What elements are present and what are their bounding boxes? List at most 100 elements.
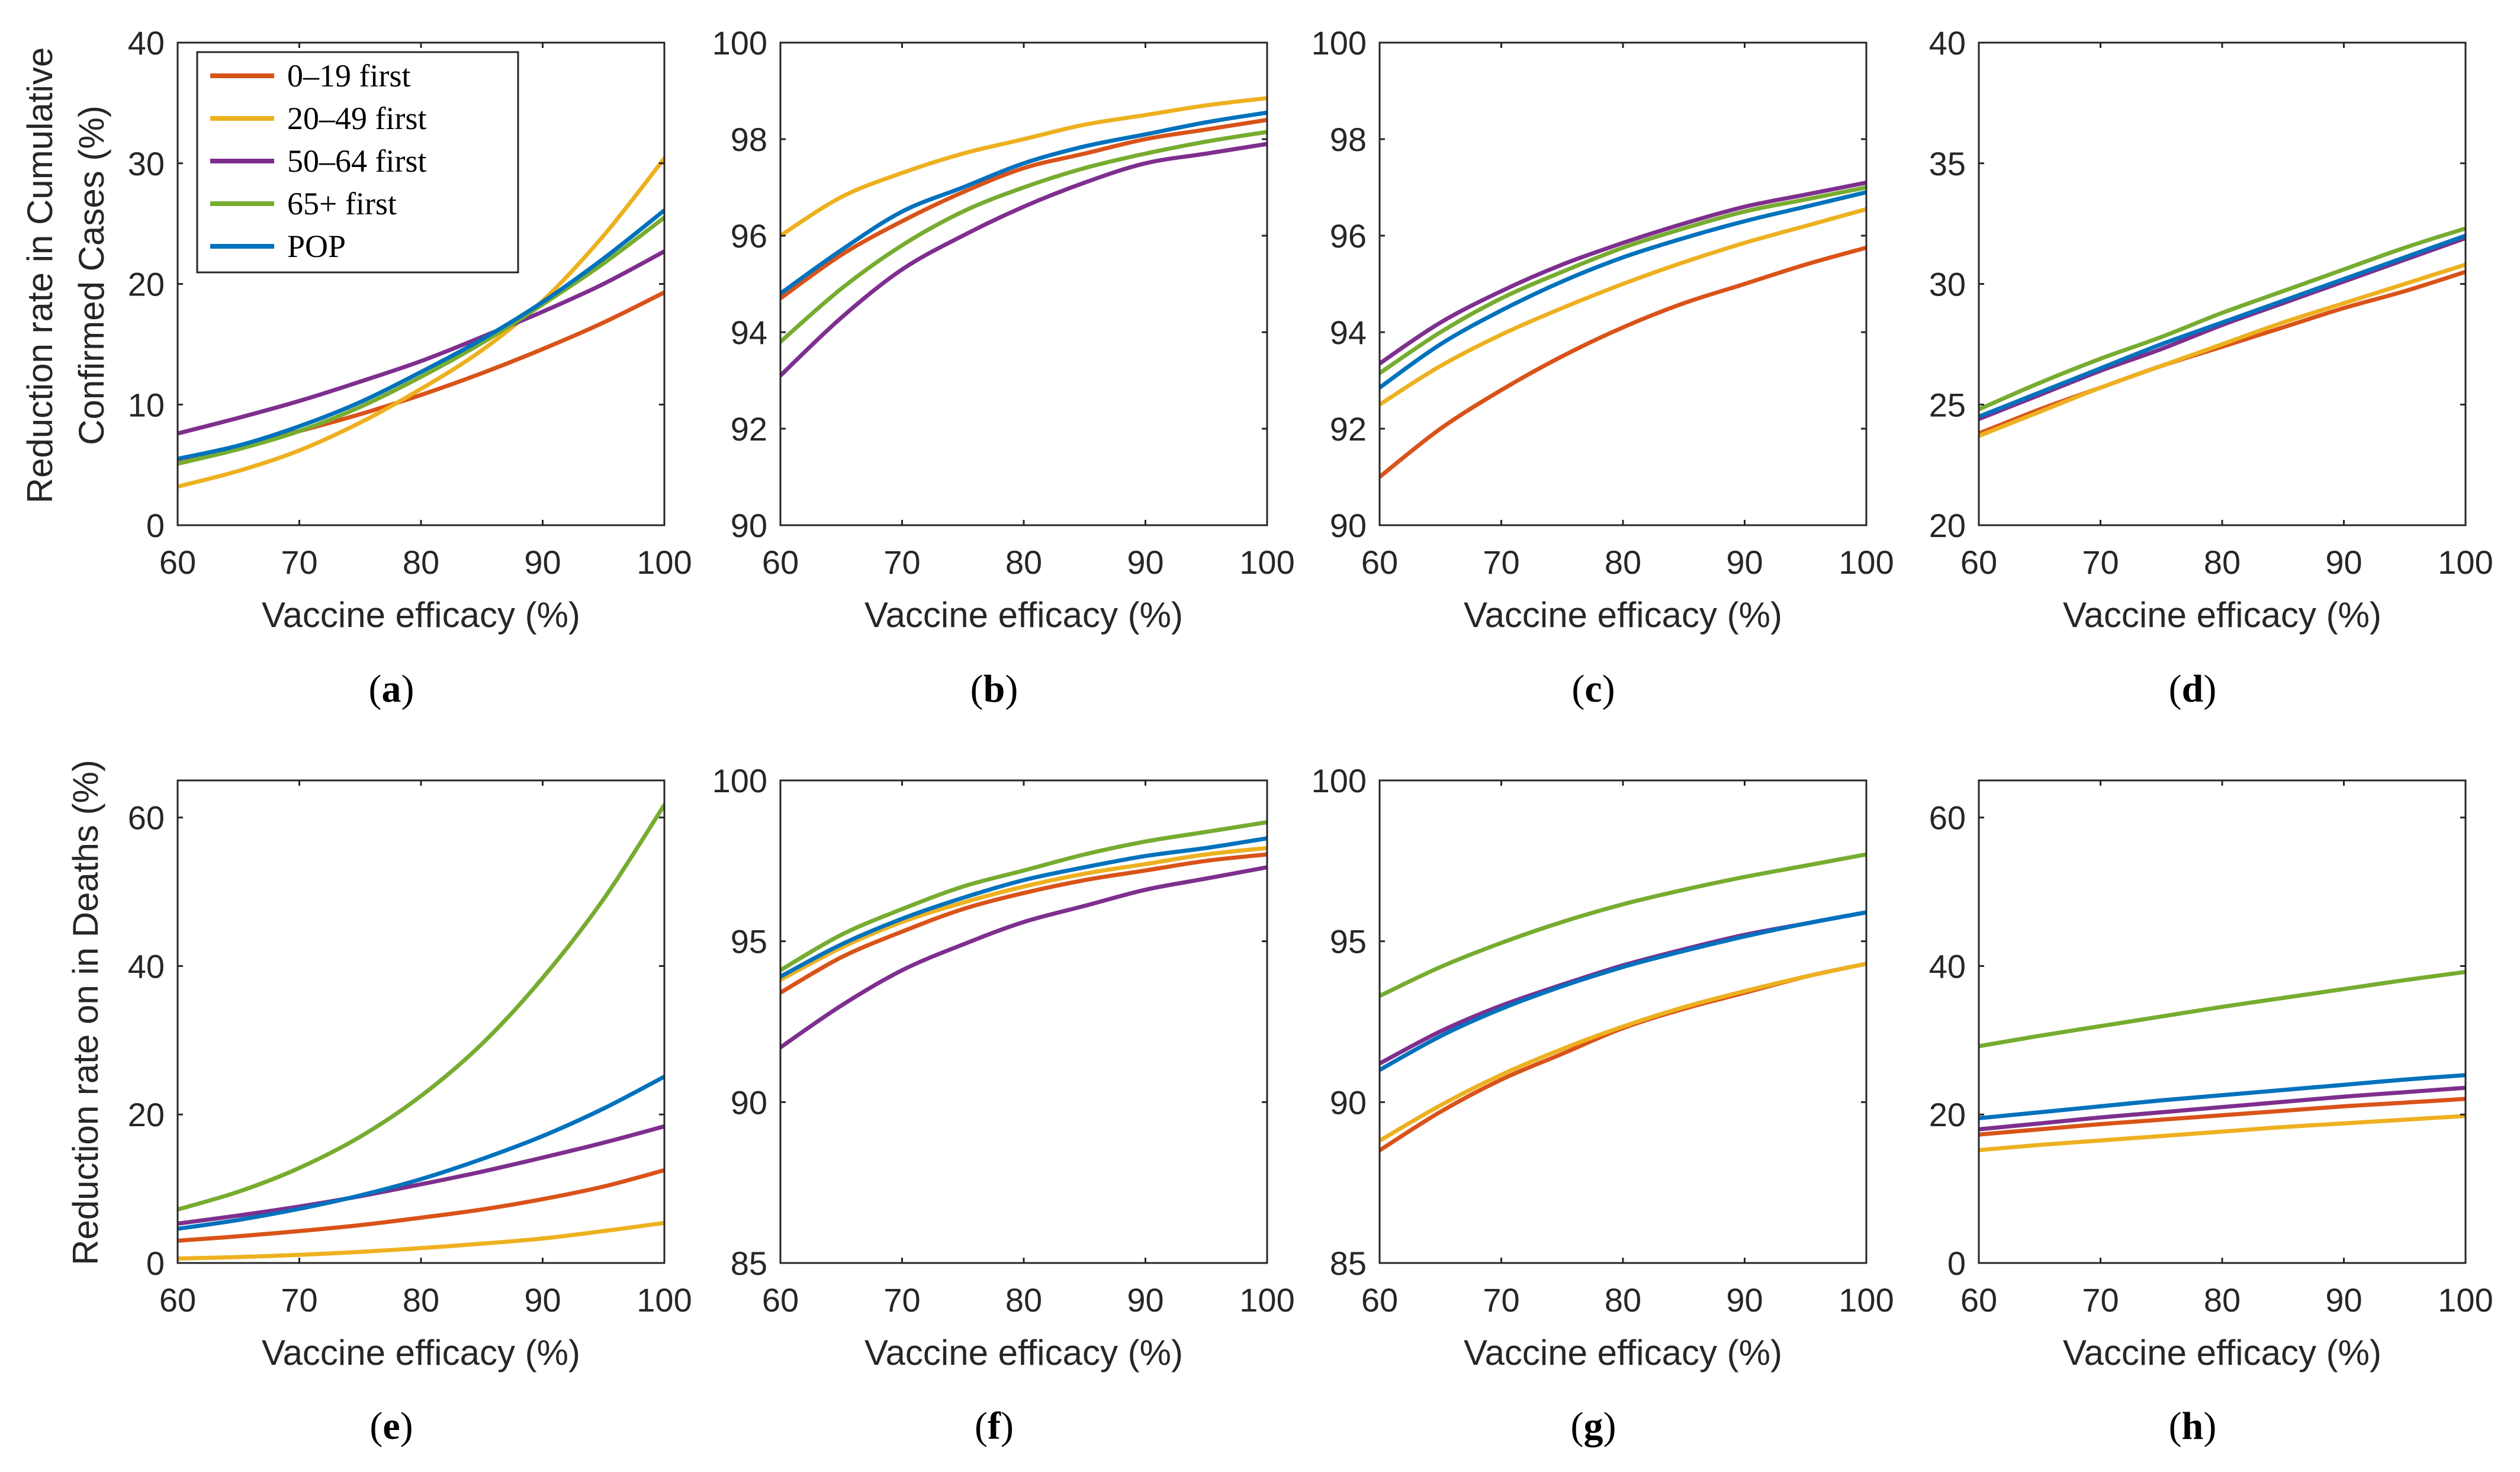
y-tick-label: 92 bbox=[1330, 410, 1367, 448]
y-tick-label: 60 bbox=[128, 799, 165, 837]
series-line-pop bbox=[1979, 233, 2466, 419]
series-line-50-64-first bbox=[1979, 236, 2466, 422]
x-tick-label: 70 bbox=[1483, 1281, 1519, 1319]
x-axis-label: Vaccine efficacy (%) bbox=[2063, 595, 2381, 635]
x-tick-label: 80 bbox=[2204, 544, 2241, 581]
y-tick-label: 35 bbox=[1929, 145, 1966, 182]
x-tick-label: 80 bbox=[2204, 1281, 2241, 1319]
y-tick-label: 92 bbox=[731, 410, 767, 448]
series-line-pop bbox=[780, 110, 1267, 296]
panel-label-open: ( bbox=[970, 667, 983, 711]
y-tick-label: 96 bbox=[1330, 217, 1367, 255]
plot-area bbox=[780, 780, 1267, 1263]
chart-panel-f: 60 70 80 90 100 85 90 95 100 Vaccine efficacy (%)… bbox=[712, 762, 1295, 1448]
y-tick-label: 20 bbox=[128, 266, 165, 303]
panel-label-close: ) bbox=[401, 667, 414, 711]
chart-panel-c: 60 70 80 90 100 90 92 94 96 98 100 Vaccine efficacy… bbox=[1312, 24, 1894, 711]
panel-label-close: ) bbox=[400, 1404, 413, 1448]
y-tick-label: 30 bbox=[128, 145, 165, 182]
series-line-0-19-first bbox=[1979, 1097, 2466, 1137]
x-tick-label: 80 bbox=[1605, 544, 1641, 581]
x-tick-label: 60 bbox=[1361, 1281, 1398, 1319]
x-tick-label: 100 bbox=[637, 544, 692, 581]
series-line-20-49-first bbox=[1979, 262, 2466, 438]
y-tick-label: 60 bbox=[1929, 799, 1966, 837]
x-tick-label: 100 bbox=[1239, 544, 1294, 581]
x-tick-label: 90 bbox=[2325, 544, 2362, 581]
series-line-50-64-first bbox=[780, 865, 1267, 1050]
panel-label-open: ( bbox=[2169, 667, 2182, 711]
y-tick-label: 98 bbox=[1330, 121, 1367, 158]
x-tick-label: 60 bbox=[1960, 544, 1997, 581]
plots: 60 70 80 90 100 0 10 20 30 40 Vaccine efficacy (%)… bbox=[128, 24, 2493, 1448]
series-line-pop bbox=[780, 836, 1267, 979]
y-tick-label: 90 bbox=[1330, 1084, 1367, 1121]
plot-area bbox=[1979, 43, 2466, 525]
x-tick-label: 70 bbox=[281, 544, 317, 581]
series-line-pop bbox=[1380, 910, 1866, 1072]
series-line-20-49-first bbox=[780, 846, 1267, 982]
x-tick-label: 100 bbox=[1838, 1281, 1894, 1319]
row2-ylabel: Reduction rate on in Deaths (%) bbox=[66, 760, 105, 1265]
row1-ylabel-line1: Reduction rate in Cumulative bbox=[20, 47, 60, 503]
panel-label-letter: a bbox=[382, 667, 401, 711]
plot-area bbox=[780, 43, 1267, 525]
panel-label: (g) bbox=[1571, 1404, 1616, 1448]
panel-label: (d) bbox=[2169, 667, 2217, 711]
y-tick-label: 0 bbox=[1947, 1245, 1966, 1282]
series-line-50-64-first bbox=[178, 1124, 664, 1226]
panel-label-letter: f bbox=[988, 1404, 1001, 1448]
panel-label: (f) bbox=[975, 1404, 1014, 1448]
panel-label-close: ) bbox=[2203, 1404, 2216, 1448]
y-tick-label: 90 bbox=[1330, 507, 1367, 544]
x-axis-label: Vaccine efficacy (%) bbox=[262, 1333, 580, 1373]
x-tick-label: 70 bbox=[2082, 544, 2119, 581]
y-tick-label: 98 bbox=[731, 121, 767, 158]
chart-panel-e: 60 70 80 90 100 0 20 40 60 Vaccine efficacy (%) (e… bbox=[128, 779, 692, 1448]
x-tick-label: 100 bbox=[2438, 1281, 2493, 1319]
series-line-65-first bbox=[178, 215, 664, 466]
x-tick-label: 90 bbox=[524, 544, 561, 581]
y-tick-label: 20 bbox=[1929, 1096, 1966, 1133]
panel-label-close: ) bbox=[1602, 667, 1615, 711]
series-line-0-19-first bbox=[178, 1168, 664, 1243]
x-tick-label: 70 bbox=[883, 544, 920, 581]
y-tick-label: 40 bbox=[128, 947, 165, 985]
panel-label-letter: b bbox=[983, 667, 1005, 711]
panel-label: (h) bbox=[2169, 1404, 2217, 1448]
y-tick-label: 95 bbox=[1330, 923, 1367, 960]
y-tick-label: 90 bbox=[731, 507, 767, 544]
legend-item-label: 20–49 first bbox=[287, 101, 427, 136]
y-tick-label: 20 bbox=[1929, 507, 1966, 544]
x-tick-label: 70 bbox=[281, 1281, 317, 1319]
x-tick-label: 60 bbox=[762, 544, 799, 581]
x-axis-label: Vaccine efficacy (%) bbox=[864, 1333, 1183, 1373]
legend-item-label: POP bbox=[287, 229, 346, 264]
y-tick-label: 100 bbox=[1312, 24, 1367, 62]
x-tick-label: 90 bbox=[524, 1281, 561, 1319]
y-tick-label: 100 bbox=[712, 762, 767, 799]
x-tick-label: 60 bbox=[1960, 1281, 1997, 1319]
series-line-0-19-first bbox=[780, 852, 1267, 995]
y-tick-label: 10 bbox=[128, 386, 165, 423]
panel-label: (a) bbox=[369, 667, 414, 711]
y-tick-label: 100 bbox=[712, 24, 767, 62]
series-line-20-49-first bbox=[178, 156, 664, 489]
y-tick-label: 20 bbox=[128, 1096, 165, 1133]
x-tick-label: 80 bbox=[403, 1281, 439, 1319]
x-tick-label: 90 bbox=[1127, 544, 1163, 581]
panel-label-open: ( bbox=[369, 1404, 382, 1448]
panel-label-letter: e bbox=[382, 1404, 400, 1448]
y-tick-label: 96 bbox=[731, 217, 767, 255]
y-tick-label: 100 bbox=[1312, 762, 1367, 799]
y-tick-label: 40 bbox=[1929, 24, 1966, 62]
panel-label-close: ) bbox=[1603, 1404, 1616, 1448]
series-line-20-49-first bbox=[780, 96, 1267, 238]
panel-label: (b) bbox=[970, 667, 1018, 711]
x-tick-label: 60 bbox=[159, 544, 196, 581]
x-tick-label: 80 bbox=[403, 544, 439, 581]
x-tick-label: 100 bbox=[637, 1281, 692, 1319]
series-line-50-64-first bbox=[178, 249, 664, 436]
series-line-65-first bbox=[1380, 852, 1866, 998]
chart-panel-h: 60 70 80 90 100 0 20 40 60 Vaccine efficacy (%) (h… bbox=[1929, 779, 2493, 1448]
